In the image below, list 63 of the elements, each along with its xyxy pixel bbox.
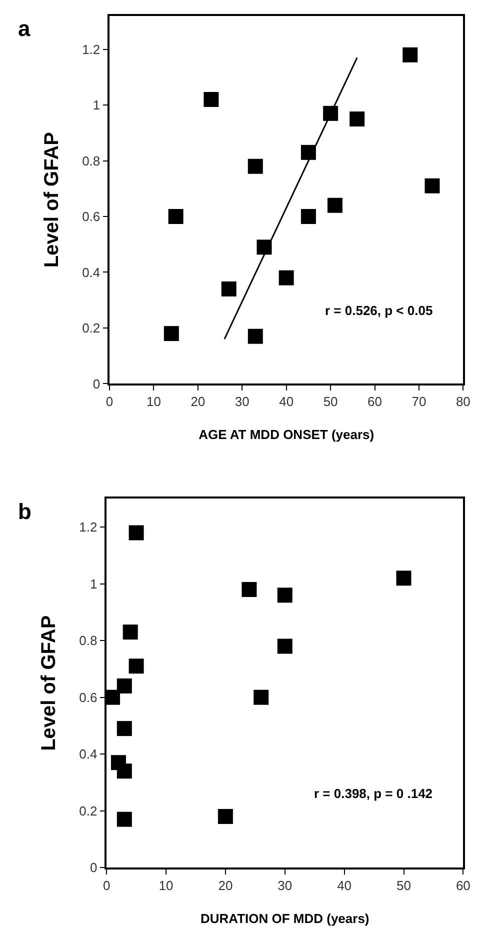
point xyxy=(122,624,138,640)
point xyxy=(402,47,418,62)
point xyxy=(128,525,144,540)
point xyxy=(396,570,412,586)
point xyxy=(116,721,132,736)
point xyxy=(327,198,342,213)
point xyxy=(277,638,292,654)
point xyxy=(300,209,316,224)
point xyxy=(350,111,365,126)
point xyxy=(254,690,269,705)
y-tick-label: 0 xyxy=(90,860,98,876)
x-tick-label: 80 xyxy=(456,394,470,410)
x-tick-label: 60 xyxy=(368,394,382,410)
chart-title: a xyxy=(18,16,31,41)
x-tick-label: 10 xyxy=(158,878,174,893)
y-tick-label: 0.4 xyxy=(79,746,98,762)
y-tick-label: 0.6 xyxy=(79,690,98,705)
point xyxy=(218,808,233,824)
point xyxy=(128,658,144,674)
y-tick-label: 1.2 xyxy=(79,520,98,535)
y-tick-label: 0 xyxy=(92,376,100,392)
y-tick-label: 0.8 xyxy=(79,633,98,648)
point xyxy=(164,326,179,342)
y-tick-label: 0.8 xyxy=(82,153,100,168)
y-tick-label: 0.2 xyxy=(82,320,100,336)
y-tick-label: 0.4 xyxy=(82,264,100,280)
y-tick-label: 1 xyxy=(90,576,98,592)
x-tick-label: 20 xyxy=(190,394,206,410)
x-tick-label: 10 xyxy=(146,394,161,410)
y-axis-title: Level of GFAP xyxy=(38,615,60,751)
x-tick-label: 50 xyxy=(396,878,411,893)
annotation: r = 0.526, p < 0.05 xyxy=(325,303,433,318)
y-axis-title: Level of GFAP xyxy=(41,132,64,268)
x-tick-label: 30 xyxy=(278,878,292,893)
chart-title: b xyxy=(18,499,32,524)
y-tick-label: 1 xyxy=(92,98,100,113)
annotation: r = 0.398, p = 0 .142 xyxy=(314,786,433,801)
point xyxy=(424,178,440,194)
point xyxy=(277,588,292,603)
y-tick-label: 1.2 xyxy=(82,42,100,57)
x-tick-label: 60 xyxy=(456,878,470,893)
point xyxy=(248,328,263,344)
point xyxy=(116,678,132,694)
x-axis-title: DURATION OF MDD (years) xyxy=(200,910,370,926)
x-tick-label: 70 xyxy=(412,394,426,410)
point xyxy=(204,92,219,107)
point xyxy=(278,270,294,286)
point xyxy=(248,158,263,174)
x-tick-label: 50 xyxy=(323,394,338,410)
point xyxy=(116,812,132,827)
point xyxy=(116,764,132,779)
x-tick-label: 20 xyxy=(218,878,233,893)
point xyxy=(168,209,184,224)
point xyxy=(221,281,236,296)
y-tick-label: 0.2 xyxy=(79,803,98,818)
x-tick-label: 40 xyxy=(279,394,294,410)
x-tick-label: 40 xyxy=(337,878,352,893)
x-axis-title: AGE AT MDD ONSET (years) xyxy=(198,427,374,442)
x-tick-label: 0 xyxy=(106,394,114,410)
x-tick-label: 30 xyxy=(234,394,250,410)
y-tick-label: 0.6 xyxy=(82,209,100,224)
point xyxy=(242,582,257,598)
x-tick-label: 0 xyxy=(102,878,110,893)
